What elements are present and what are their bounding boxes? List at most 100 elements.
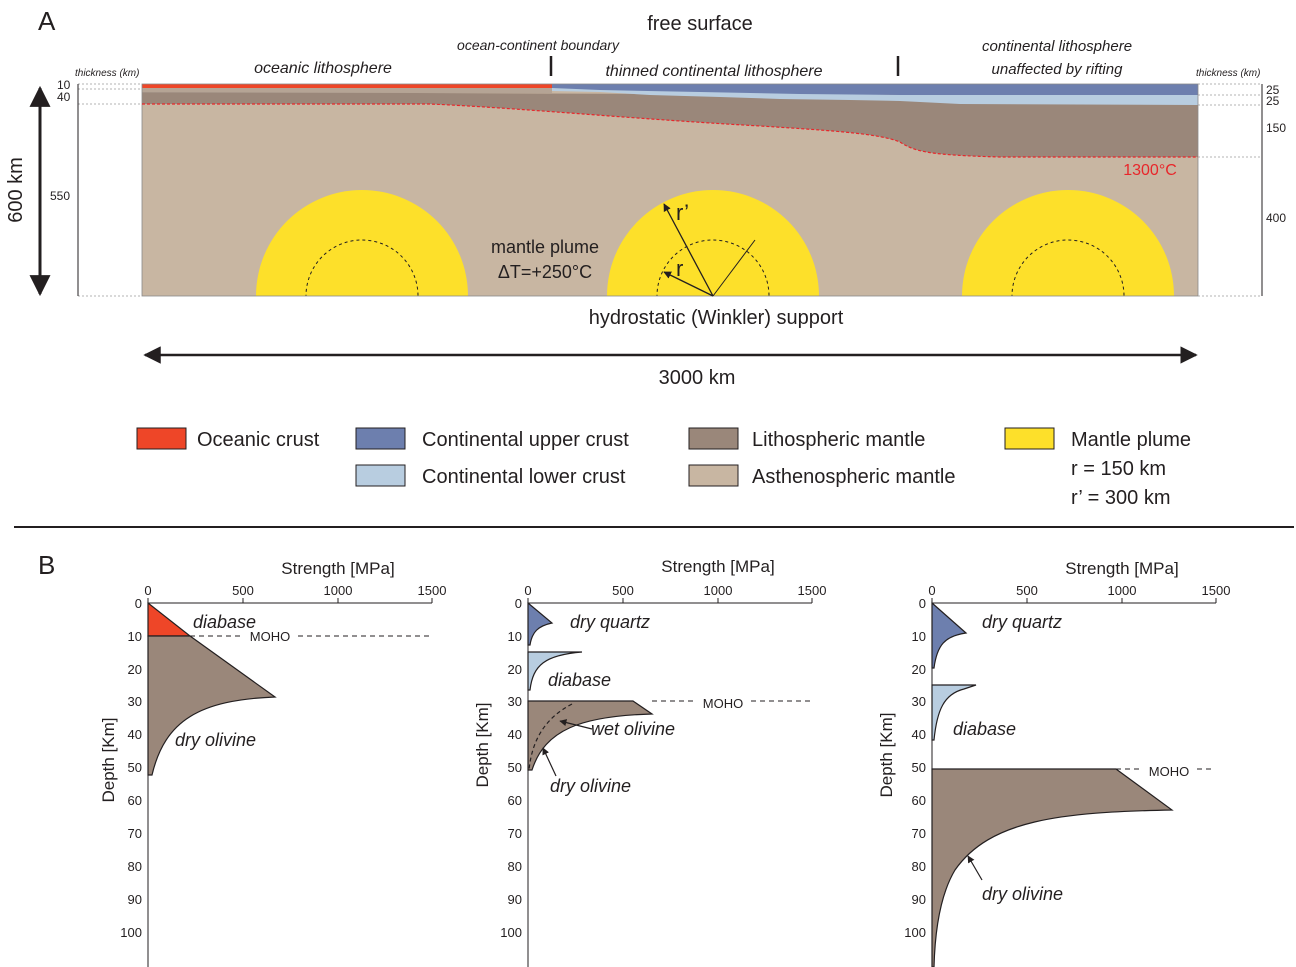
legend-swatch-oceanic-crust <box>136 427 187 450</box>
right-tick-150: 150 <box>1266 121 1286 135</box>
y-tick-label: 50 <box>912 760 926 775</box>
x-tick-label: 0 <box>524 583 531 598</box>
legend-plume-r-prime: r’ = 300 km <box>1071 487 1170 509</box>
y-tick-label: 30 <box>128 694 142 709</box>
dry-quartz-label-3: dry quartz <box>982 612 1062 632</box>
x-tick-label: 500 <box>612 583 634 598</box>
left-tick-10: 10 <box>57 78 71 92</box>
mantle-plume-right <box>962 190 1174 296</box>
y-tick-label: 100 <box>904 925 926 940</box>
x-tick-label: 1000 <box>704 583 733 598</box>
model-box-outline <box>141 83 1199 297</box>
moho-label-3: MOHO <box>1149 764 1189 779</box>
y-tick-label: 60 <box>128 793 142 808</box>
dry-olivine-arrow-3 <box>967 855 983 881</box>
legend-label-asth-mantle: Asthenospheric mantle <box>752 466 955 488</box>
plume-label: mantle plume <box>491 237 599 257</box>
dry-olivine-label-2: dry olivine <box>550 776 631 796</box>
legend: Oceanic crust Continental upper crust Co… <box>136 427 1191 509</box>
x-tick-label: 500 <box>232 583 254 598</box>
x-tick-label: 1000 <box>324 583 353 598</box>
y-tick-label: 80 <box>128 859 142 874</box>
y-tick-label: 100 <box>500 925 522 940</box>
free-surface-title: free surface <box>647 13 753 35</box>
depth-axis-title-2: Depth [Km] <box>473 702 492 787</box>
width-label: 3000 km <box>659 367 736 389</box>
strength-title-3: Strength [MPa] <box>1065 559 1178 578</box>
r-prime-radius <box>663 203 714 297</box>
thickness-header-right: thickness (km) <box>1196 68 1260 79</box>
left-tick-550: 550 <box>50 189 70 203</box>
legend-label-lower-crust: Continental lower crust <box>422 466 626 488</box>
legend-swatch-asth-mantle <box>688 464 739 487</box>
wet-olivine-arrow-2 <box>559 719 593 730</box>
y-tick-label: 20 <box>508 662 522 677</box>
y-tick-label: 20 <box>912 662 926 677</box>
strength-profile-2: Strength [MPa] 0 500 1000 1500 0 10 20 3… <box>473 557 826 967</box>
x-tick-label: 1500 <box>418 583 447 598</box>
moho-bg-2 <box>695 694 751 710</box>
y-tick-label: 60 <box>912 793 926 808</box>
oceanic-crust <box>142 84 552 88</box>
legend-label-plume: Mantle plume <box>1071 429 1191 451</box>
x-tick-label: 0 <box>144 583 151 598</box>
strength-profile-3: Strength [MPa] 0 500 1000 1500 0 10 20 3… <box>877 559 1230 967</box>
mantle-plume-left <box>256 190 468 296</box>
continental-lithosphere-label: continental lithosphere <box>982 38 1132 55</box>
y-tick-label: 60 <box>508 793 522 808</box>
y-tick-label: 30 <box>912 694 926 709</box>
mantle-plume-center <box>607 190 819 296</box>
moho-label-2: MOHO <box>703 696 743 711</box>
y-ticks-3: 0 10 20 30 40 50 60 70 80 90 100 <box>904 596 926 940</box>
wet-olivine-curve-2 <box>528 703 573 771</box>
legend-swatch-upper-crust <box>355 427 406 450</box>
dry-olivine-envelope-3 <box>931 768 1174 967</box>
diabase-envelope-2 <box>527 651 583 691</box>
y-ticks-2: 0 10 20 30 40 50 60 70 80 90 100 <box>500 596 522 940</box>
y-tick-label: 10 <box>128 629 142 644</box>
moho-label-1: MOHO <box>250 629 290 644</box>
dry-olivine-label-3: dry olivine <box>982 884 1063 904</box>
continental-upper-crust <box>552 84 1198 95</box>
r-radius <box>663 271 714 297</box>
x-tick-label: 1500 <box>798 583 827 598</box>
ocean-continent-boundary-label: ocean-continent boundary <box>457 37 620 53</box>
y-tick-label: 0 <box>135 596 142 611</box>
unaffected-rifting-label: unaffected by rifting <box>992 61 1124 78</box>
legend-swatch-plume <box>1004 427 1055 450</box>
r-prime-label: r’ <box>676 200 689 225</box>
strength-title-2: Strength [MPa] <box>661 557 774 576</box>
isotherm-label: 1300°C <box>1123 162 1177 179</box>
strength-title-1: Strength [MPa] <box>281 559 394 578</box>
r-label: r <box>676 256 683 281</box>
y-ticks-1: 0 10 20 30 40 50 60 70 80 90 100 <box>120 596 142 940</box>
dry-quartz-envelope-3 <box>931 601 968 669</box>
y-tick-label: 50 <box>508 760 522 775</box>
y-tick-label: 40 <box>128 727 142 742</box>
right-tick-400: 400 <box>1266 211 1286 225</box>
moho-bg-1 <box>244 628 296 644</box>
x-tick-label: 1000 <box>1108 583 1137 598</box>
x-ticks-2: 0 500 1000 1500 <box>524 583 826 603</box>
diabase-envelope-1 <box>147 601 192 637</box>
y-tick-label: 10 <box>912 629 926 644</box>
y-tick-label: 20 <box>128 662 142 677</box>
panel-b-label: B <box>38 550 55 580</box>
right-tick-25a: 25 <box>1266 83 1280 97</box>
thickness-header-left: thickness (km) <box>75 68 139 79</box>
legend-label-lith-mantle: Lithospheric mantle <box>752 429 925 451</box>
oceanic-lithosphere-label: oceanic lithosphere <box>254 60 392 77</box>
r-guide-line <box>712 239 756 297</box>
strength-profile-1: Strength [MPa] 0 500 1000 1500 0 10 20 3… <box>99 559 446 967</box>
x-ticks-3: 0 500 1000 1500 <box>928 583 1230 603</box>
thinned-lithosphere-label: thinned continental lithosphere <box>605 63 822 80</box>
right-tick-25b: 25 <box>1266 94 1280 108</box>
depth-axis-title-1: Depth [Km] <box>99 717 118 802</box>
y-tick-label: 0 <box>919 596 926 611</box>
panel-a-label: A <box>38 6 56 36</box>
y-tick-label: 40 <box>508 727 522 742</box>
y-tick-label: 70 <box>912 826 926 841</box>
y-tick-label: 30 <box>508 694 522 709</box>
dry-olivine-envelope-2 <box>527 700 654 771</box>
